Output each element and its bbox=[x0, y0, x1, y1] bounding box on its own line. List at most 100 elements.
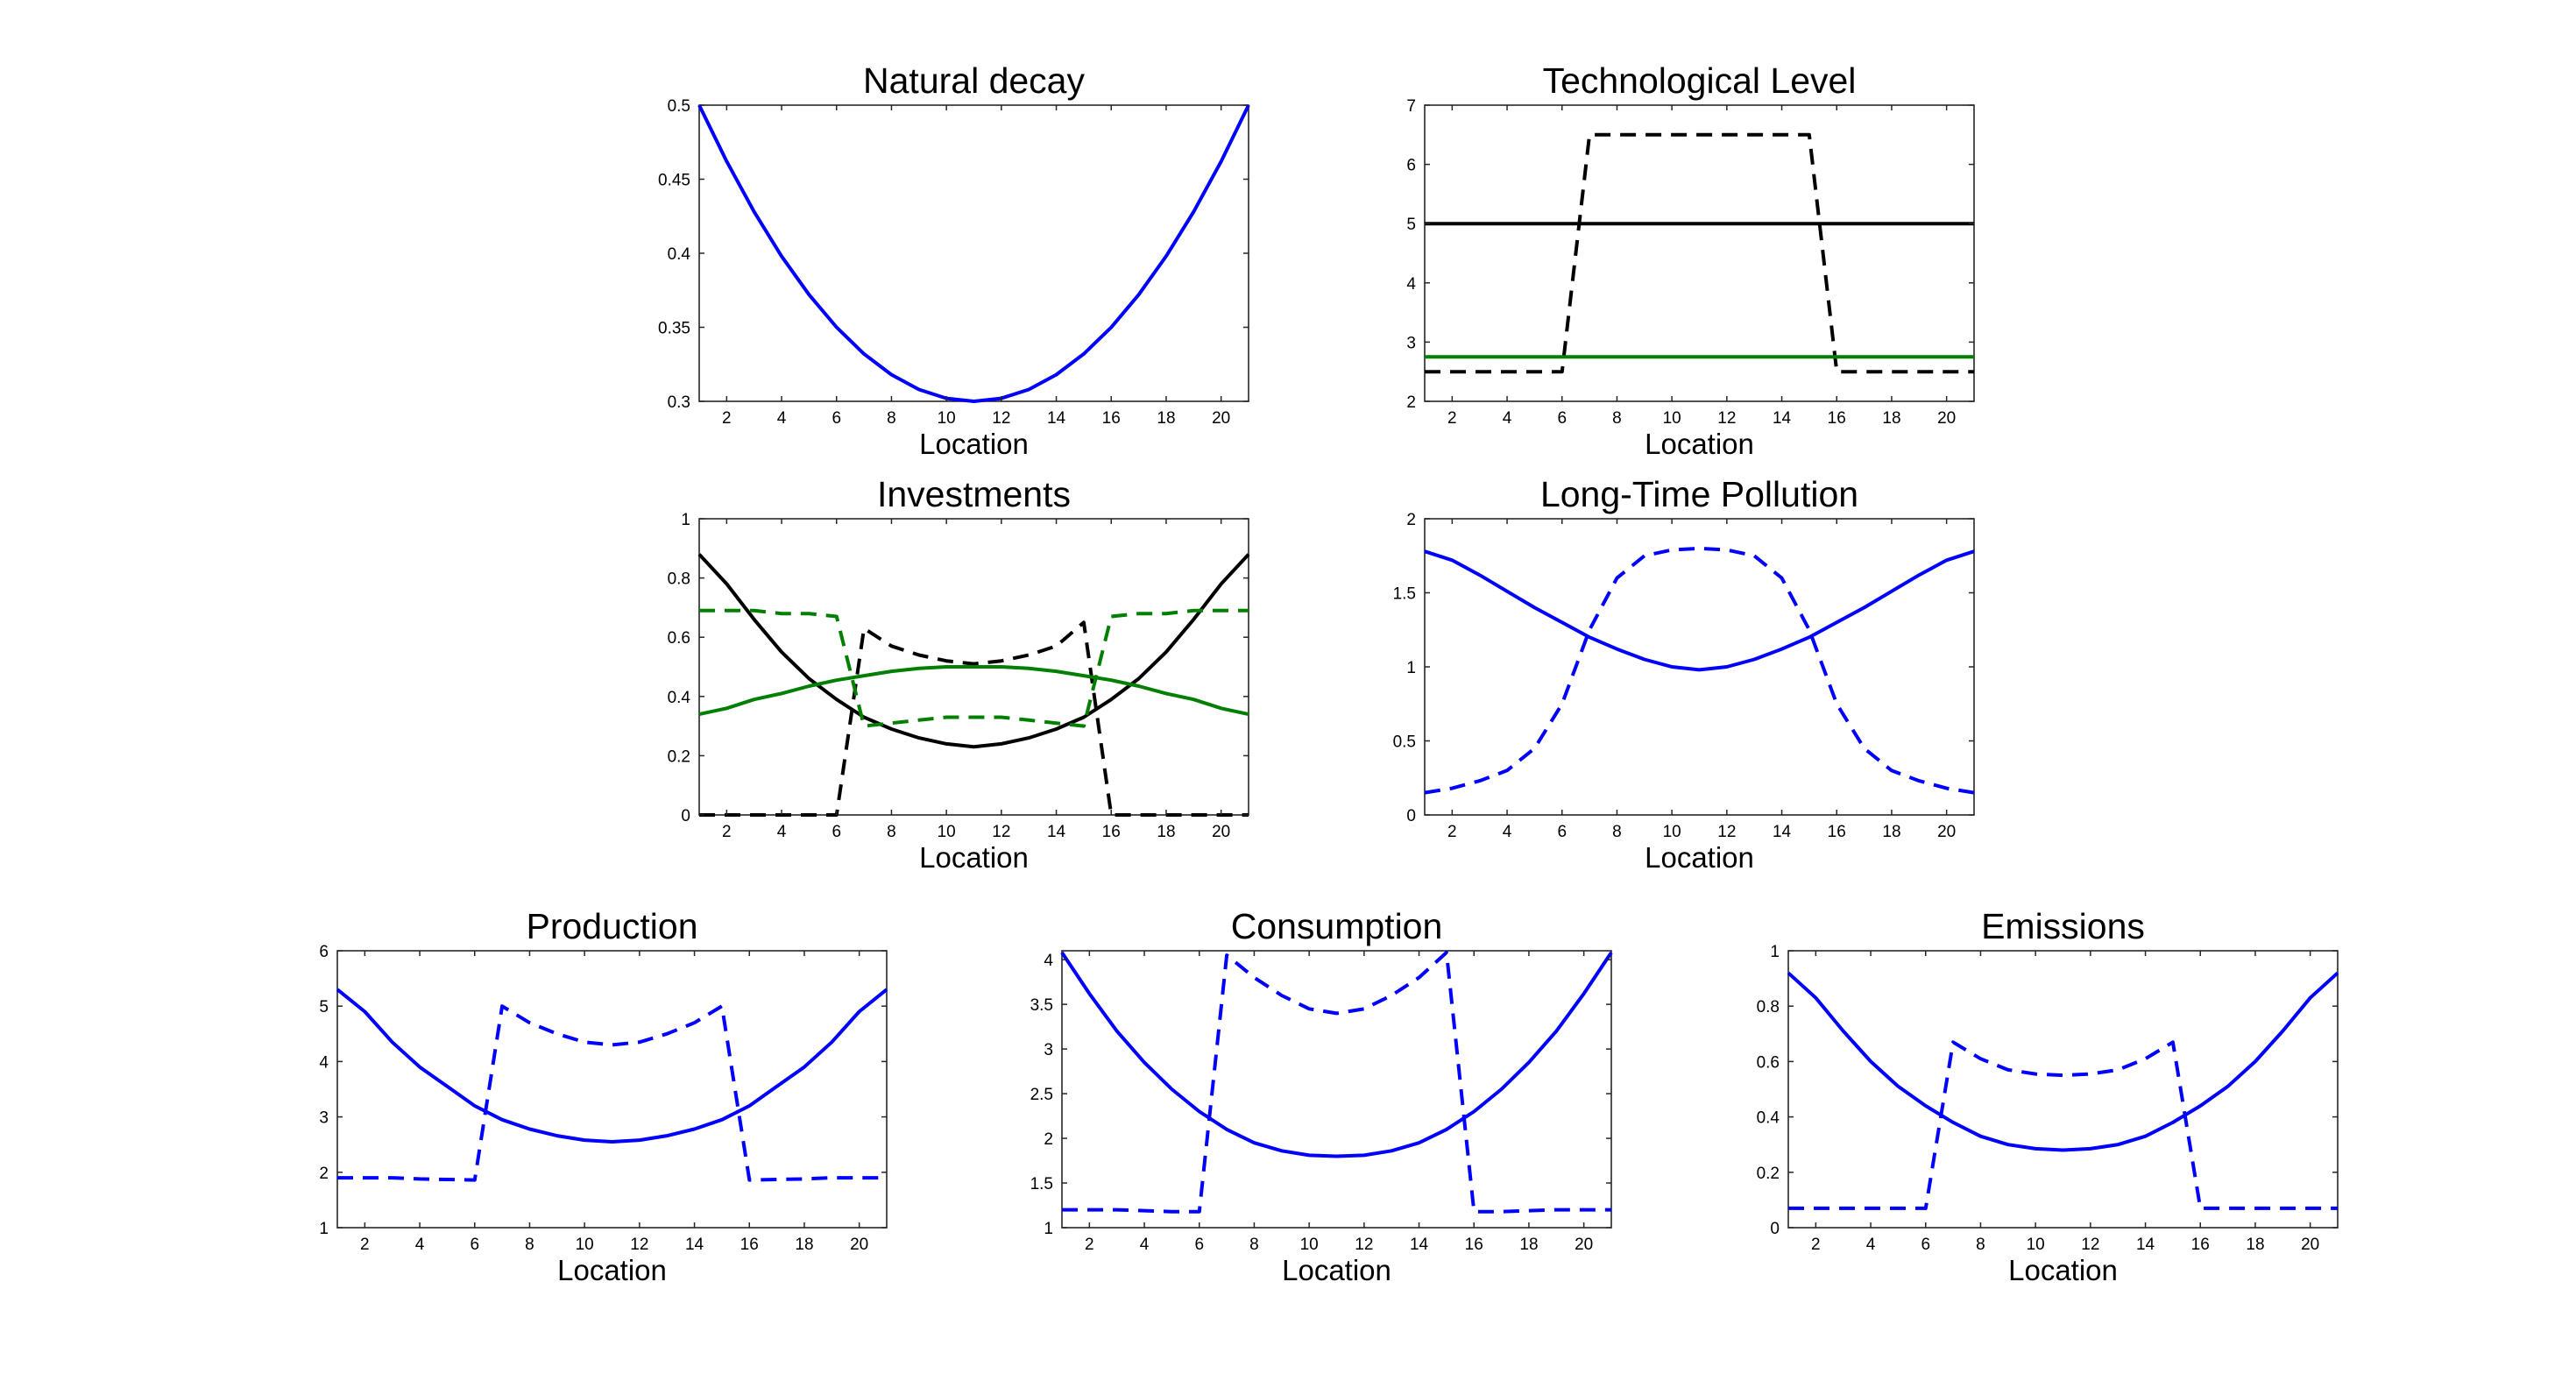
x-axis-label: Location bbox=[919, 428, 1029, 460]
x-tick-label: 14 bbox=[2136, 1236, 2155, 1254]
plot-frame bbox=[1061, 950, 1612, 1229]
x-tick-label: 12 bbox=[992, 823, 1010, 841]
x-tick-label: 2 bbox=[1085, 1236, 1094, 1254]
panel-title: Long-Time Pollution bbox=[1540, 474, 1858, 514]
series-line-green-dashed bbox=[699, 608, 1249, 728]
x-tick-label: 18 bbox=[1157, 409, 1175, 428]
y-tick-label: 1 bbox=[1770, 943, 1780, 961]
x-tick-label: 16 bbox=[740, 1236, 759, 1254]
y-tick-label: 0.2 bbox=[668, 747, 690, 766]
x-tick-label: 2 bbox=[722, 823, 732, 841]
x-tick-label: 6 bbox=[1921, 1236, 1930, 1254]
plot-frame bbox=[336, 950, 888, 1229]
x-tick-label: 20 bbox=[850, 1236, 868, 1254]
panel-natural-decay: 2 4 6 8 10 12 14 16 18 20 0.3 0.35 0.4 0.45 0.5 Natural… bbox=[658, 60, 1250, 460]
x-tick-label: 6 bbox=[1557, 823, 1567, 841]
x-tick-label: 10 bbox=[1663, 409, 1681, 428]
x-tick-label: 16 bbox=[1102, 409, 1121, 428]
x-tick-label: 8 bbox=[1976, 1236, 1985, 1254]
y-tick-label: 0.4 bbox=[668, 245, 691, 264]
panel-title: Technological Level bbox=[1543, 60, 1857, 101]
y-tick-label: 0.45 bbox=[658, 172, 690, 190]
x-tick-label: 4 bbox=[1140, 1236, 1150, 1254]
series-line-blue-dashed bbox=[1788, 1040, 2338, 1210]
x-tick-label: 20 bbox=[1575, 1236, 1593, 1254]
x-tick-label: 4 bbox=[1866, 1236, 1876, 1254]
x-tick-label: 20 bbox=[2301, 1236, 2319, 1254]
x-tick-label: 12 bbox=[630, 1236, 648, 1254]
x-tick-label: 4 bbox=[1503, 409, 1512, 428]
x-tick-label: 6 bbox=[470, 1236, 479, 1254]
x-tick-label: 18 bbox=[1519, 1236, 1538, 1254]
y-tick-label: 0.5 bbox=[668, 97, 690, 116]
y-tick-label: 1 bbox=[1406, 659, 1416, 677]
y-tick-label: 0.2 bbox=[1757, 1165, 1780, 1183]
panel-title: Emissions bbox=[1981, 906, 2145, 946]
x-tick-label: 18 bbox=[795, 1236, 813, 1254]
y-tick-label: 0.4 bbox=[1757, 1109, 1780, 1128]
x-tick-label: 14 bbox=[685, 1236, 704, 1254]
x-tick-label: 2 bbox=[722, 409, 732, 428]
x-axis-label: Location bbox=[919, 841, 1029, 874]
y-tick-label: 2 bbox=[1044, 1130, 1053, 1149]
series-line-blue-dashed bbox=[337, 1004, 887, 1182]
x-tick-label: 4 bbox=[1503, 823, 1512, 841]
x-tick-label: 12 bbox=[1717, 409, 1736, 428]
x-tick-label: 16 bbox=[1828, 409, 1846, 428]
x-tick-label: 10 bbox=[938, 823, 956, 841]
y-tick-label: 2 bbox=[1406, 393, 1416, 412]
series-line-blue-solid bbox=[1060, 951, 1613, 1158]
x-tick-label: 20 bbox=[1937, 823, 1956, 841]
x-tick-label: 10 bbox=[938, 409, 956, 428]
x-tick-label: 4 bbox=[415, 1236, 425, 1254]
x-tick-label: 8 bbox=[525, 1236, 534, 1254]
x-tick-label: 2 bbox=[1811, 1236, 1821, 1254]
x-tick-label: 6 bbox=[832, 823, 841, 841]
panel-title: Consumption bbox=[1231, 906, 1443, 946]
y-tick-label: 0.6 bbox=[1757, 1053, 1780, 1072]
series-line-blue-solid bbox=[1787, 971, 2339, 1152]
x-tick-label: 16 bbox=[1102, 823, 1121, 841]
x-tick-label: 2 bbox=[1447, 409, 1457, 428]
x-tick-label: 14 bbox=[1773, 823, 1792, 841]
series-line-blue-solid bbox=[1424, 549, 1975, 672]
y-tick-label: 7 bbox=[1406, 97, 1416, 116]
x-tick-label: 8 bbox=[887, 409, 896, 428]
x-tick-label: 16 bbox=[1465, 1236, 1483, 1254]
x-tick-label: 6 bbox=[1557, 409, 1567, 428]
y-tick-label: 2.5 bbox=[1030, 1086, 1053, 1104]
y-tick-label: 5 bbox=[1406, 216, 1416, 234]
panel-technological-level: 2 4 6 8 10 12 14 16 18 20 2 3 4 5 6 7 Technological Leve… bbox=[1406, 60, 1975, 460]
x-tick-label: 18 bbox=[1882, 409, 1900, 428]
x-tick-label: 4 bbox=[777, 409, 787, 428]
x-tick-label: 14 bbox=[1773, 409, 1792, 428]
x-axis-label: Location bbox=[1645, 428, 1754, 460]
x-tick-label: 10 bbox=[1663, 823, 1681, 841]
y-tick-label: 3 bbox=[1044, 1041, 1053, 1059]
y-tick-label: 0.8 bbox=[668, 570, 690, 589]
x-tick-label: 18 bbox=[1882, 823, 1900, 841]
y-tick-label: 2 bbox=[1406, 511, 1416, 529]
plot-frame bbox=[1424, 104, 1975, 402]
x-tick-label: 8 bbox=[1612, 823, 1622, 841]
y-tick-label: 0.6 bbox=[668, 629, 690, 648]
x-tick-label: 20 bbox=[1212, 409, 1230, 428]
series-line-black-dashed bbox=[699, 620, 1249, 817]
series-line-blue-dashed bbox=[1062, 951, 1611, 1214]
series-line-black-dashed bbox=[1425, 132, 1974, 374]
x-tick-label: 8 bbox=[1612, 409, 1622, 428]
x-tick-label: 18 bbox=[2246, 1236, 2264, 1254]
y-tick-label: 3 bbox=[1406, 334, 1416, 352]
x-tick-label: 10 bbox=[1300, 1236, 1319, 1254]
y-tick-label: 6 bbox=[1406, 157, 1416, 175]
x-tick-label: 10 bbox=[576, 1236, 594, 1254]
x-tick-label: 14 bbox=[1047, 823, 1066, 841]
y-tick-label: 4 bbox=[1406, 275, 1416, 294]
x-tick-label: 6 bbox=[1194, 1236, 1204, 1254]
y-tick-label: 0.5 bbox=[1393, 733, 1416, 752]
panel-title: Investments bbox=[877, 474, 1071, 514]
x-axis-label: Location bbox=[1282, 1254, 1391, 1286]
x-axis-label: Location bbox=[1645, 841, 1754, 874]
